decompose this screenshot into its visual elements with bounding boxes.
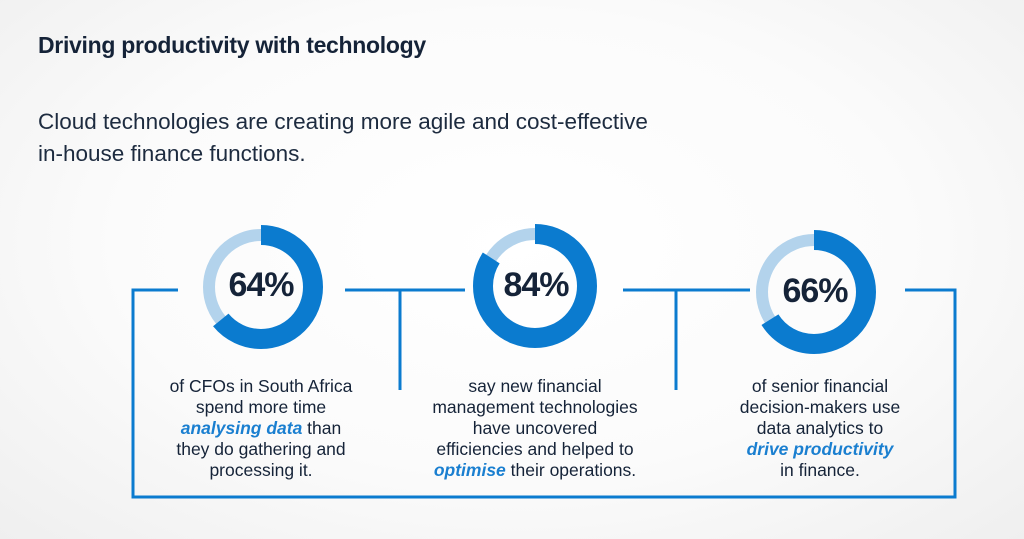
desc-line: they do gathering and <box>176 439 346 459</box>
subtitle-line: Cloud technologies are creating more agi… <box>38 109 648 134</box>
page-subtitle: Cloud technologies are creating more agi… <box>38 106 758 170</box>
desc-line: decision-makers use <box>739 397 901 417</box>
subtitle-line: in-house finance functions. <box>38 141 306 166</box>
donut-progress-arc <box>752 230 876 354</box>
desc-line: of senior financial <box>751 376 889 396</box>
desc-text: their operations. <box>505 460 637 480</box>
donut-progress-arc <box>473 224 597 348</box>
stat-value-data-analytics: 66% <box>782 272 848 310</box>
desc-line: spend more time <box>195 397 327 417</box>
highlight-text: analysing data <box>180 418 303 438</box>
desc-line: in finance. <box>780 460 860 480</box>
highlight-text: optimise <box>433 460 506 480</box>
desc-line: optimise their operations. <box>420 460 650 481</box>
desc-line: have uncovered <box>472 418 598 438</box>
page-title: Driving productivity with technology <box>38 32 426 58</box>
desc-line: efficiencies and helped to <box>436 439 634 459</box>
desc-line: processing it. <box>209 460 313 480</box>
stat-description-3: of senior financial decision-makers use … <box>705 376 935 481</box>
desc-text: than <box>302 418 342 438</box>
desc-line: management technologies <box>432 397 638 417</box>
stat-description-2: say new financial management technologie… <box>420 376 650 481</box>
stat-description-1: of CFOs in South Africa spend more time … <box>146 376 376 481</box>
desc-line: analysing data than <box>146 418 376 439</box>
desc-line: say new financial <box>468 376 602 396</box>
donut-progress-arc <box>199 225 323 349</box>
stat-value-tech-efficiencies: 84% <box>503 266 569 304</box>
desc-line: of CFOs in South Africa <box>169 376 353 396</box>
frame-left-segment <box>131 288 957 499</box>
desc-line: data analytics to <box>756 418 884 438</box>
highlight-text: drive productivity <box>746 439 894 459</box>
desc-line: drive productivity <box>705 439 935 460</box>
stat-value-cfo-analysing: 64% <box>228 266 294 304</box>
